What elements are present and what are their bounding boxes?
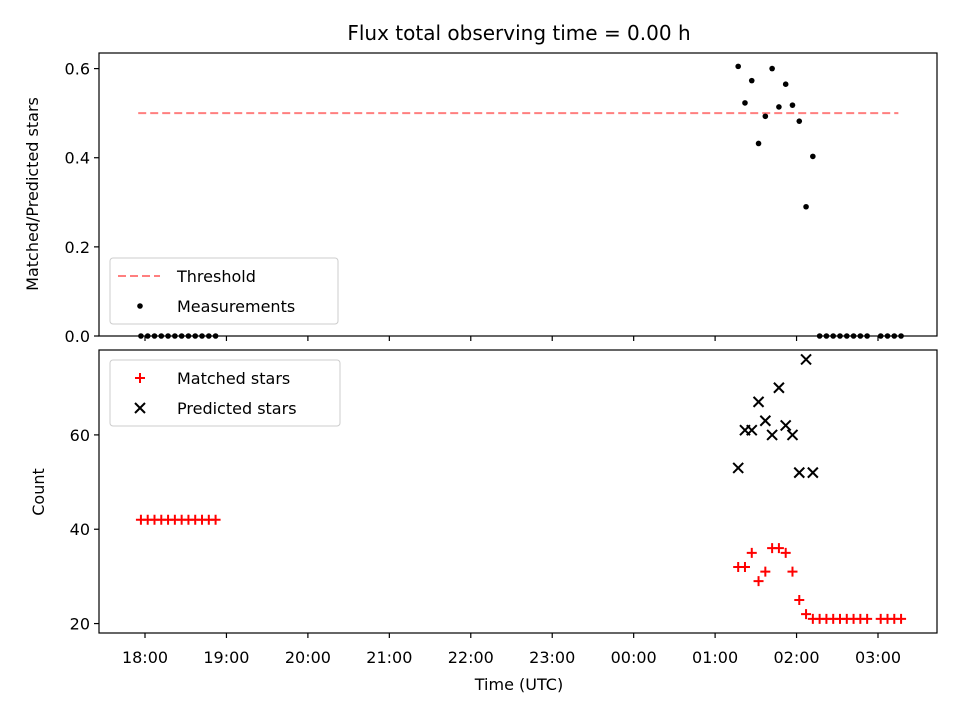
matched-star-point — [801, 609, 812, 620]
predicted-star-point — [773, 382, 785, 394]
predicted-star-point — [746, 424, 758, 436]
x-tick-label: 00:00 — [611, 648, 657, 667]
series-2-1 — [135, 514, 907, 624]
x-tick-label: 21:00 — [366, 648, 412, 667]
x-tick-label: 20:00 — [285, 648, 331, 667]
legend-box — [109, 257, 339, 325]
predicted-star-point — [759, 415, 772, 427]
y-tick-label: 0.6 — [65, 60, 90, 79]
measurement-point — [735, 63, 741, 70]
x-tick-label: 02:00 — [774, 648, 820, 667]
x-tick-label: 19:00 — [203, 648, 249, 667]
legend-matched-swatch — [135, 373, 145, 383]
x-tick-label: 18:00 — [122, 648, 168, 667]
predicted-star-point — [786, 429, 799, 441]
legend-label: Matched stars — [177, 369, 290, 388]
matched-star-point — [760, 566, 771, 577]
matched-star-point — [787, 566, 798, 577]
matched-star-point — [780, 547, 791, 558]
predicted-star-point — [752, 396, 765, 408]
bottom-y-axis-title: Count — [29, 468, 48, 516]
measurement-point — [748, 77, 755, 84]
legend-label: Measurements — [177, 297, 295, 316]
measurement-point — [755, 140, 762, 147]
predicted-star-point — [766, 429, 778, 441]
measurement-point — [769, 65, 775, 72]
panel-frame — [98, 52, 938, 337]
panel-frame — [98, 349, 938, 634]
matched-star-point — [896, 613, 907, 624]
predicted-star-point — [807, 466, 819, 479]
x-tick-label: 03:00 — [855, 648, 901, 667]
x-axis-title: Time (UTC) — [474, 675, 563, 694]
matched-star-point — [739, 561, 750, 572]
legend-label: Threshold — [176, 267, 256, 286]
predicted-star-point — [800, 353, 812, 366]
predicted-star-point — [732, 462, 744, 474]
x-tick-label: 01:00 — [692, 648, 738, 667]
y-tick-label: 0.2 — [65, 238, 90, 257]
measurement-point — [762, 113, 769, 120]
x-tick-label: 23:00 — [529, 648, 575, 667]
x-tick-label: 22:00 — [448, 648, 494, 667]
chart-title: Flux total observing time = 0.00 h — [347, 21, 690, 45]
predicted-star-point — [779, 419, 792, 432]
measurement-point — [789, 102, 796, 108]
measurement-point — [776, 104, 782, 110]
measurement-point — [803, 203, 809, 210]
top-y-axis-title: Matched/Predicted stars — [23, 97, 42, 291]
matched-star-point — [210, 514, 221, 525]
panel-1: 0.0 0.2 0.4 0.6 Threshold Measurements — [65, 52, 938, 346]
matched-star-point — [773, 543, 784, 554]
matched-star-point — [746, 547, 757, 558]
y-tick-label: 0.4 — [65, 149, 90, 168]
y-tick-label: 60 — [70, 426, 90, 445]
y-tick-label: 20 — [70, 615, 90, 634]
measurement-point — [742, 100, 748, 106]
legend-box — [109, 359, 341, 427]
predicted-star-point — [793, 466, 805, 479]
plot-layer: 0.0 0.2 0.4 0.6 Threshold Measurements 20 40 60 M… — [65, 52, 938, 667]
matched-star-point — [862, 613, 873, 624]
legend-predicted-swatch — [134, 402, 146, 414]
panel-2: 20 40 60 Matched stars Predicted stars — [70, 349, 938, 638]
legend-label: Predicted stars — [177, 399, 297, 418]
y-tick-label: 0.0 — [65, 327, 90, 346]
series-2-2 — [732, 353, 819, 479]
measurement-point — [782, 81, 789, 87]
matched-star-point — [794, 594, 805, 605]
measurement-point — [810, 153, 816, 160]
matched-star-point — [753, 576, 764, 587]
legend-measurement-swatch — [137, 303, 143, 309]
y-tick-label: 40 — [70, 520, 90, 539]
measurement-point — [796, 118, 803, 124]
